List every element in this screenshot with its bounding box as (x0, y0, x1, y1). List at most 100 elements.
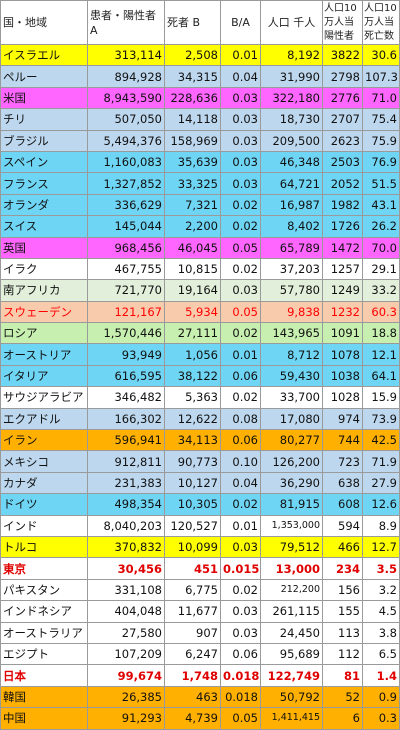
table-row: カナダ 231,383 10,127 0.04 36,290 638 27.9 (0, 471, 400, 495)
cell-ratio: 0.02 (220, 386, 261, 409)
cell-population: 1,411,415 (260, 707, 323, 730)
cell-deaths-per-100k: 75.4 (362, 108, 400, 131)
cell-ratio: 0.03 (220, 108, 261, 131)
table-row: オーストリア 93,949 1,056 0.01 8,712 1078 12.1 (0, 343, 400, 366)
table-row: イタリア 616,595 38,122 0.06 59,430 1038 64.1 (0, 364, 400, 388)
cell-country: 英国 (0, 236, 88, 259)
cell-cases: 99,674 (87, 664, 165, 687)
table-row: 南アフリカ 721,770 19,164 0.03 57,780 1249 33.2 (0, 279, 400, 302)
cell-population: 31,990 (260, 65, 323, 88)
cell-cases: 107,209 (87, 642, 165, 666)
cell-population: 8,402 (260, 215, 323, 238)
table-row: 米国 8,943,590 228,636 0.03 322,180 2776 71.0 (0, 86, 400, 110)
cell-ratio: 0.06 (220, 429, 261, 452)
cell-population: 64,721 (260, 172, 323, 195)
cell-deaths: 5,934 (164, 300, 221, 324)
cell-cases-per-100k: 638 (322, 471, 363, 495)
cell-ratio: 0.02 (220, 322, 261, 345)
cell-deaths: 34,315 (164, 65, 221, 88)
cell-deaths-per-100k: 43.1 (362, 193, 400, 217)
cell-ratio: 0.05 (220, 707, 261, 730)
cell-cases-per-100k: 2503 (322, 150, 363, 174)
cell-cases: 721,770 (87, 279, 165, 302)
cell-deaths-per-100k: 26.2 (362, 215, 400, 238)
cell-deaths-per-100k: 70.0 (362, 236, 400, 259)
table-row: オーストラリア 27,580 907 0.03 24,450 113 3.8 (0, 621, 400, 644)
cell-deaths: 33,325 (164, 172, 221, 195)
cell-country: 中国 (0, 707, 88, 730)
cell-ratio: 0.06 (220, 364, 261, 388)
cell-cases: 498,354 (87, 493, 165, 516)
table-row: サウジアラビア 346,482 5,363 0.02 33,700 1028 15.9 (0, 386, 400, 409)
cell-ratio: 0.02 (220, 257, 261, 281)
cell-cases-per-100k: 81 (322, 664, 363, 687)
cell-deaths-per-100k: 15.9 (362, 386, 400, 409)
cell-deaths-per-100k: 42.5 (362, 429, 400, 452)
cell-cases: 313,114 (87, 43, 165, 67)
cell-cases: 467,755 (87, 257, 165, 281)
cell-country: チリ (0, 108, 88, 131)
cell-cases: 26,385 (87, 685, 165, 709)
cell-cases: 404,048 (87, 600, 165, 623)
cell-deaths-per-100k: 27.9 (362, 471, 400, 495)
cell-country: 米国 (0, 86, 88, 110)
cell-cases: 30,456 (87, 557, 165, 580)
cell-population: 36,290 (260, 471, 323, 495)
cell-country: エクアドル (0, 407, 88, 431)
cell-ratio: 0.05 (220, 300, 261, 324)
table-row: インドネシア 404,048 11,677 0.03 261,115 155 4.5 (0, 600, 400, 623)
cell-deaths-per-100k: 4.5 (362, 600, 400, 623)
cell-country: ドイツ (0, 493, 88, 516)
cell-ratio: 0.02 (220, 215, 261, 238)
header-population: 人口 千人 (260, 0, 323, 45)
table-row: 韓国 26,385 463 0.018 50,792 52 0.9 (0, 685, 400, 709)
cell-deaths: 228,636 (164, 86, 221, 110)
cell-deaths: 11,677 (164, 600, 221, 623)
cell-deaths: 1,748 (164, 664, 221, 687)
cell-population: 33,700 (260, 386, 323, 409)
cell-cases: 91,293 (87, 707, 165, 730)
cell-cases-per-100k: 1726 (322, 215, 363, 238)
cell-cases: 93,949 (87, 343, 165, 366)
cell-deaths: 12,622 (164, 407, 221, 431)
cell-ratio: 0.03 (220, 150, 261, 174)
cell-deaths-per-100k: 3.2 (362, 578, 400, 602)
cell-cases-per-100k: 1257 (322, 257, 363, 281)
cell-country: オーストリア (0, 343, 88, 366)
cell-cases-per-100k: 1091 (322, 322, 363, 345)
cell-country: ロシア (0, 322, 88, 345)
cell-ratio: 0.03 (220, 172, 261, 195)
cell-cases: 5,494,376 (87, 129, 165, 152)
cell-deaths: 6,775 (164, 578, 221, 602)
cell-cases: 507,050 (87, 108, 165, 131)
cell-country: 韓国 (0, 685, 88, 709)
table-row: フランス 1,327,852 33,325 0.03 64,721 2052 51.5 (0, 172, 400, 195)
cell-cases-per-100k: 2707 (322, 108, 363, 131)
cell-deaths-per-100k: 60.3 (362, 300, 400, 324)
table-row: ブラジル 5,494,376 158,969 0.03 209,500 2623 75.9 (0, 129, 400, 152)
cell-country: インドネシア (0, 600, 88, 623)
cell-deaths-per-100k: 12.1 (362, 343, 400, 366)
cell-population: 17,080 (260, 407, 323, 431)
cell-country: パキスタン (0, 578, 88, 602)
cell-population: 50,792 (260, 685, 323, 709)
cell-deaths: 451 (164, 557, 221, 580)
cell-deaths: 7,321 (164, 193, 221, 217)
table-row: オランダ 336,629 7,321 0.02 16,987 1982 43.1 (0, 193, 400, 217)
cell-cases: 616,595 (87, 364, 165, 388)
cell-cases: 145,044 (87, 215, 165, 238)
cell-country: フランス (0, 172, 88, 195)
cell-deaths: 27,111 (164, 322, 221, 345)
cell-cases-per-100k: 1078 (322, 343, 363, 366)
table-row: イラク 467,755 10,815 0.02 37,203 1257 29.1 (0, 257, 400, 281)
cell-cases-per-100k: 155 (322, 600, 363, 623)
cell-deaths: 46,045 (164, 236, 221, 259)
table-row: イスラエル 313,114 2,508 0.01 8,192 3822 30.6 (0, 43, 400, 67)
cell-population: 209,500 (260, 129, 323, 152)
cell-deaths-per-100k: 75.9 (362, 129, 400, 152)
table-body: イスラエル 313,114 2,508 0.01 8,192 3822 30.6 ペルー 894… (0, 43, 400, 730)
cell-cases-per-100k: 2052 (322, 172, 363, 195)
cell-ratio: 0.04 (220, 471, 261, 495)
cell-population: 261,115 (260, 600, 323, 623)
